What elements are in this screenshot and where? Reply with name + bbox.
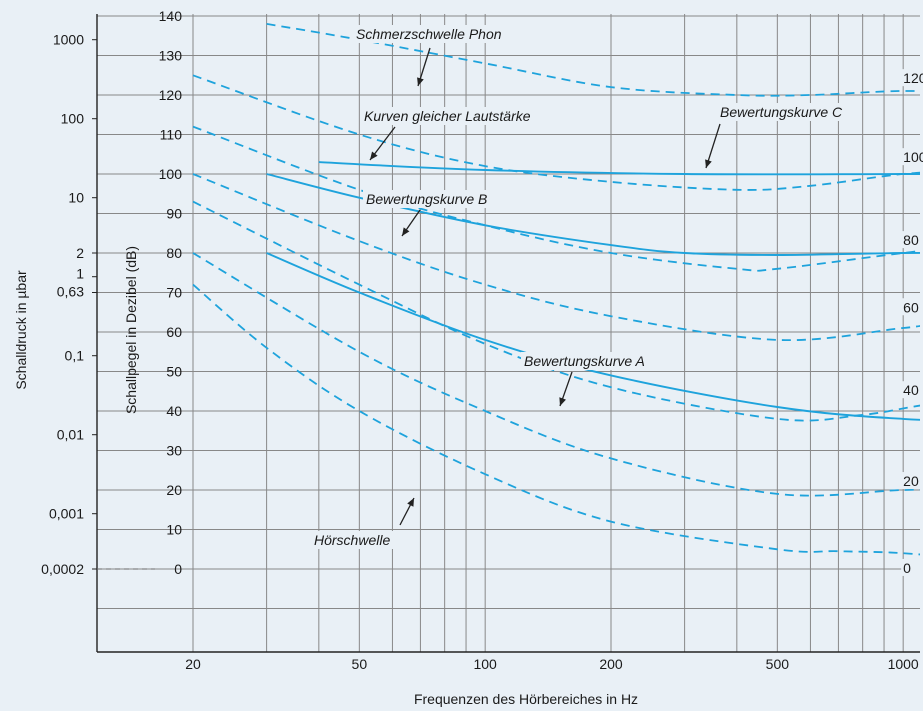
phon-label-bg (901, 148, 923, 166)
pressure-tick-label: 1000 (53, 32, 84, 48)
equal-loudness-curve-20 (192, 252, 920, 497)
y-tick-label: 130 (159, 48, 183, 64)
x-tick-label: 1000 (888, 656, 919, 672)
x-tick-label: 100 (473, 656, 497, 672)
pressure-tick-label: 0,63 (57, 284, 84, 300)
phon-label-bg (901, 381, 923, 399)
pressure-tick-label: 0,0002 (41, 561, 84, 577)
phon-label-bg (901, 558, 923, 576)
annotation-arrowhead (705, 159, 712, 168)
weighting-curve-a (266, 252, 920, 421)
weighting-curve-c (318, 161, 920, 176)
annotation-background (353, 25, 505, 43)
y-tick-label: 70 (166, 285, 182, 301)
x-tick-label: 20 (185, 656, 201, 672)
x-axis-title: Frequenzen des Hörbereiches in Hz (414, 691, 638, 707)
y-tick-label: 10 (166, 522, 182, 538)
annotation-arrowhead (370, 151, 378, 160)
annotation-arrowhead (417, 77, 424, 86)
y-tick-label: 0 (174, 561, 182, 577)
y-axis-title-pressure: Schalldruck in µbar (13, 270, 29, 390)
y-tick-label: 50 (166, 364, 182, 380)
annotation-hoerschwelle: Hörschwelle (314, 532, 390, 548)
pressure-tick-labels: 1000 100 10 2 1 0,63 0,1 0,01 0,001 0,0002 (41, 32, 84, 577)
annotation-schmerzschwelle: Schmerzschwelle Phon (356, 26, 502, 42)
x-tick-label: 500 (766, 656, 790, 672)
equal-loudness-curve-0 (192, 283, 920, 556)
phon-label-bg (901, 69, 923, 87)
pressure-tick-label: 1 (76, 266, 84, 282)
x-tick-labels: 205010020050010002000500010000 (185, 656, 919, 672)
labels: 0 20 40 60 80 100 120 (369, 47, 923, 576)
pressure-tick-label: 0,01 (57, 427, 84, 443)
y-tick-label: 20 (166, 482, 182, 498)
y-tick-label: 30 (166, 443, 182, 459)
x-tick-label: 200 (599, 656, 623, 672)
annotation-background (361, 107, 534, 125)
phon-label: 80 (903, 232, 919, 248)
phon-label: 60 (903, 299, 919, 315)
pressure-tick-label: 0,001 (49, 506, 84, 522)
y-tick-label: 120 (159, 87, 183, 103)
annotation-bewertungskurve-b: Bewertungskurve B (366, 191, 487, 207)
annotation-arrowhead (402, 227, 410, 236)
phon-label-bg (901, 231, 923, 249)
y-tick-label: 40 (166, 403, 182, 419)
phon-label-bg (901, 472, 923, 490)
annotation-background (521, 352, 648, 370)
phon-label: 0 (903, 560, 911, 576)
y-tick-label: 80 (166, 245, 182, 261)
pressure-tick-label: 0,1 (65, 348, 85, 364)
equal-loudness-curve-100 (192, 74, 920, 191)
annotation-background (717, 103, 847, 121)
y-tick-label: 100 (159, 166, 183, 182)
annotation-background (363, 190, 491, 208)
equal-loudness-curve-60 (192, 173, 920, 342)
phon-label: 100 (903, 149, 923, 165)
pressure-tick-label: 2 (76, 245, 84, 261)
y-axis-title-db: Schallpegel in Dezibel (dB) (123, 246, 139, 414)
y-tick-label: 90 (166, 206, 182, 222)
phon-label: 40 (903, 382, 919, 398)
y-tick-label: 110 (160, 127, 183, 143)
phon-label: 20 (903, 473, 919, 489)
y-tick-label: 140 (159, 8, 183, 24)
pressure-tick-label: 10 (68, 190, 84, 206)
y-tick-labels: 0 10 20 30 40 50 60 70 80 90 100 110 120 130 140 (159, 8, 183, 577)
annotation-arrowhead (407, 498, 414, 507)
annotation-arrowhead (559, 397, 566, 406)
annotation-bewertungskurve-a: Bewertungskurve A (524, 353, 645, 369)
pressure-tick-label: 100 (61, 111, 85, 127)
phon-label: 120 (903, 70, 923, 86)
equal-loudness-curve-80 (192, 125, 920, 272)
axes (92, 14, 920, 653)
x-tick-label: 50 (352, 656, 368, 672)
phon-label-bg (901, 298, 923, 316)
annotation-bewertungskurve-c: Bewertungskurve C (720, 104, 843, 120)
annotation-kurven-gleicher-lautstaerke: Kurven gleicher Lautstärke (364, 108, 531, 124)
weighting-curve-b (266, 173, 920, 256)
y-tick-label: 60 (166, 324, 182, 340)
annotation-background (311, 531, 394, 549)
